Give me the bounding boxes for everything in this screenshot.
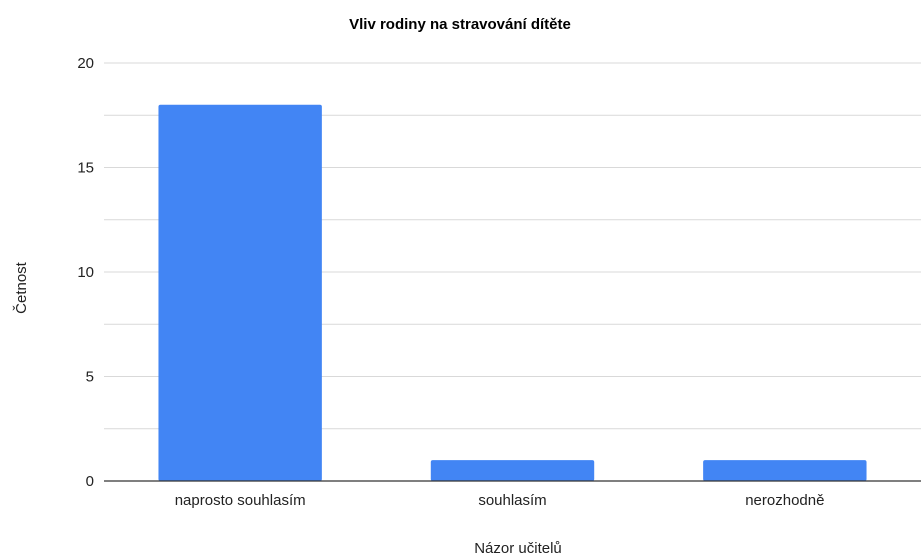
y-tick-label: 5 <box>86 369 94 386</box>
bars <box>158 104 867 482</box>
y-tick-labels: 0 5 10 15 20 <box>77 55 94 490</box>
y-tick-label: 0 <box>86 473 94 490</box>
y-axis-label: Četnost <box>13 261 30 314</box>
y-tick-label: 15 <box>77 160 94 177</box>
bar <box>158 104 322 482</box>
chart-title: Vliv rodiny na stravování dítěte <box>349 16 571 33</box>
x-tick-label: souhlasím <box>478 492 546 509</box>
y-tick-label: 10 <box>77 264 94 281</box>
bar <box>703 460 867 481</box>
bar <box>430 460 595 481</box>
y-tick-label: 20 <box>77 55 94 72</box>
x-tick-labels: naprosto souhlasím souhlasím nerozhodně <box>175 492 825 509</box>
x-tick-label: naprosto souhlasím <box>175 492 306 509</box>
x-axis-label: Názor učitelů <box>474 540 562 557</box>
x-tick-label: nerozhodně <box>745 492 824 509</box>
